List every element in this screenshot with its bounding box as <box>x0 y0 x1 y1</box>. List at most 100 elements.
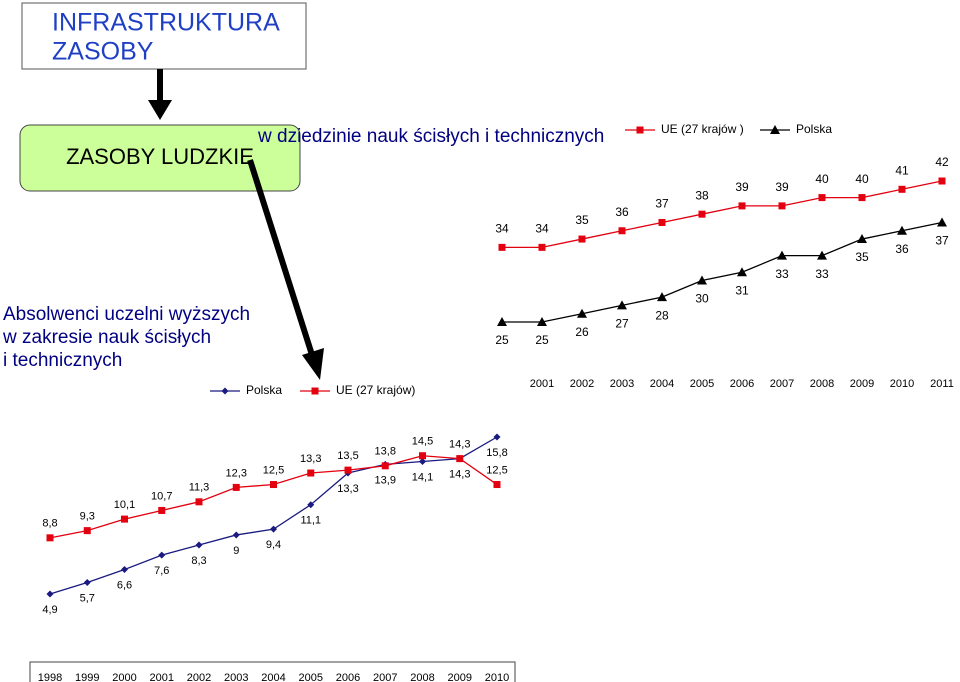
x-tick-label: 2010 <box>485 672 509 682</box>
marker <box>121 566 128 574</box>
data-label: 8,3 <box>191 555 206 567</box>
header-box <box>21 2 307 70</box>
marker <box>538 243 546 251</box>
data-label: 9 <box>233 545 239 557</box>
marker <box>456 455 464 463</box>
x-tick-label: 2009 <box>448 672 472 682</box>
marker <box>46 534 54 542</box>
data-label: 12,5 <box>263 464 284 476</box>
x-tick-label: 2007 <box>770 378 794 390</box>
marker <box>617 300 627 310</box>
data-label: 14,3 <box>449 469 470 481</box>
category-label: ZASOBY LUDZKIE <box>66 144 254 169</box>
data-label: 11,1 <box>300 515 321 527</box>
x-tick-label: 2001 <box>530 378 554 390</box>
marker <box>737 267 747 277</box>
data-label: 38 <box>695 188 709 202</box>
marker <box>578 235 586 243</box>
data-label: 14,1 <box>412 471 433 483</box>
marker <box>498 243 506 251</box>
x-tick-label: 2003 <box>610 378 634 390</box>
marker <box>618 227 626 235</box>
series-line <box>502 221 943 323</box>
x-tick-label: 2008 <box>810 378 834 390</box>
marker <box>232 531 240 539</box>
data-label: 12,5 <box>486 464 507 476</box>
marker <box>898 185 906 193</box>
marker <box>195 498 203 506</box>
marker <box>270 481 277 489</box>
marker <box>817 250 827 260</box>
legend-label: UE (27 krajów ) <box>661 122 744 136</box>
data-label: 42 <box>935 155 949 169</box>
arrow-head <box>148 100 172 120</box>
marker <box>232 483 240 491</box>
arrow-head <box>302 348 324 380</box>
x-tick-label: 2009 <box>850 378 874 390</box>
data-label: 35 <box>855 250 869 264</box>
data-label: 8,8 <box>42 518 57 530</box>
marker <box>419 452 426 460</box>
data-label: 9,3 <box>80 511 95 523</box>
marker <box>307 469 315 477</box>
marker <box>657 292 667 302</box>
data-label: 14,5 <box>412 436 433 448</box>
x-tick-label: 2005 <box>299 672 323 682</box>
marker <box>195 541 203 549</box>
data-label: 39 <box>775 180 789 194</box>
data-label: 31 <box>735 283 749 297</box>
x-tick-label: 2011 <box>930 378 954 390</box>
marker <box>497 317 507 326</box>
marker <box>221 387 229 395</box>
x-tick-label: 2008 <box>410 672 434 682</box>
data-label: 40 <box>815 172 829 186</box>
marker <box>493 433 501 441</box>
data-label: 30 <box>695 292 709 306</box>
marker <box>344 466 352 474</box>
marker <box>493 481 501 489</box>
marker <box>697 275 707 285</box>
marker <box>858 194 866 202</box>
x-tick-label: 2007 <box>373 672 397 682</box>
marker <box>897 225 907 235</box>
data-label: 27 <box>615 317 629 331</box>
marker <box>311 387 319 395</box>
x-tick-label: 1998 <box>38 672 62 682</box>
x-tick-label: 2004 <box>650 378 674 390</box>
x-tick-label: 2002 <box>187 672 211 682</box>
subtitle: w dziedzinie nauk ścisłych i technicznyc… <box>257 126 604 147</box>
x-tick-label: 2003 <box>224 672 248 682</box>
header-line: ZASOBY <box>52 38 154 66</box>
data-label: 13,5 <box>337 450 358 462</box>
marker <box>738 202 746 210</box>
data-label: 13,3 <box>300 453 321 465</box>
data-label: 35 <box>575 213 589 227</box>
data-label: 12,3 <box>226 467 247 479</box>
data-label: 6,6 <box>117 579 132 591</box>
marker <box>577 308 587 318</box>
arrow <box>247 159 316 359</box>
x-tick-label: 2004 <box>261 672 285 682</box>
data-label: 4,9 <box>42 604 57 616</box>
header-line: INFRASTRUKTURA <box>52 9 280 37</box>
marker <box>121 515 128 523</box>
data-label: 41 <box>895 163 909 177</box>
side-label: i technicznych <box>3 350 122 371</box>
data-label: 11,3 <box>189 482 210 494</box>
data-label: 25 <box>495 333 509 347</box>
legend-label: Polska <box>796 122 832 136</box>
x-tick-label: 2010 <box>890 378 914 390</box>
data-label: 34 <box>495 222 509 236</box>
data-label: 36 <box>615 205 629 219</box>
marker <box>937 217 947 227</box>
data-label: 33 <box>815 267 829 281</box>
x-tick-label: 1999 <box>75 672 99 682</box>
data-label: 5,7 <box>80 592 95 604</box>
series-line <box>49 436 498 595</box>
data-label: 26 <box>575 325 589 339</box>
marker <box>83 527 91 535</box>
marker <box>307 501 315 509</box>
data-label: 10,7 <box>151 490 172 502</box>
data-label: 39 <box>735 180 749 194</box>
marker <box>419 457 426 465</box>
